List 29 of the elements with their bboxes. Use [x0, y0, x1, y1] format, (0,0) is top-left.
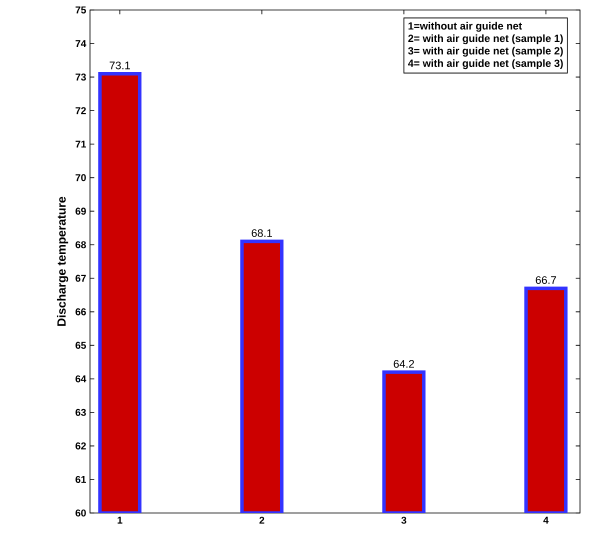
y-tick-label: 73 — [76, 74, 86, 81]
y-tick-label: 70 — [76, 174, 86, 182]
x-tick-label: 1 — [118, 516, 122, 524]
y-tick-label: 68 — [76, 241, 86, 248]
annotation: 1=without air guide net — [408, 22, 522, 32]
y-tick-label: 61 — [76, 476, 86, 483]
annotation: 3= with air guide net (sample 2) — [408, 46, 563, 57]
data-label: 73.1 — [110, 62, 130, 70]
annotation: 4= with air guide net (sample 3) — [408, 59, 563, 70]
y-tick-label: 75 — [76, 6, 86, 14]
x-tick-label: 4 — [543, 516, 549, 524]
y-tick-label: 64 — [76, 375, 86, 382]
data-label: 66.7 — [536, 276, 556, 284]
y-tick-label: 74 — [76, 40, 86, 47]
y-tick-label: 71 — [76, 140, 86, 148]
data-label: 68.1 — [252, 229, 272, 237]
y-tick-label: 65 — [76, 342, 86, 349]
data-label: 64.2 — [394, 360, 414, 368]
y-axis-title: Discharge temperature — [56, 196, 68, 326]
y-tick-label: 72 — [76, 107, 86, 114]
y-tick-label: 67 — [76, 274, 86, 282]
y-tick-label: 63 — [76, 408, 86, 416]
x-tick-label: 2 — [259, 516, 264, 524]
y-tick-label: 62 — [76, 442, 86, 450]
annotation: 2= with air guide net (sample 1) — [408, 34, 563, 44]
y-tick-label: 69 — [76, 208, 86, 215]
y-tick-label: 60 — [76, 509, 86, 517]
y-tick-label: 66 — [76, 308, 86, 316]
x-tick-label: 3 — [401, 516, 406, 524]
